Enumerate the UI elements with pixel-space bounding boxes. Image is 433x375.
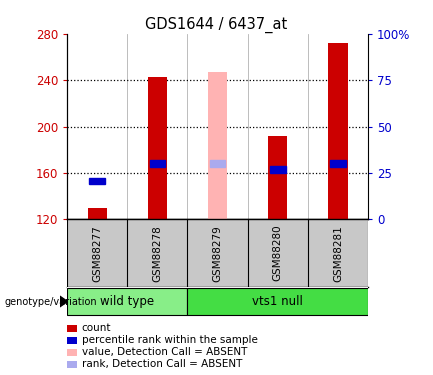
Bar bbox=[87, 208, 107, 219]
Text: percentile rank within the sample: percentile rank within the sample bbox=[82, 335, 258, 345]
Polygon shape bbox=[60, 296, 68, 307]
Text: GSM88279: GSM88279 bbox=[213, 225, 223, 282]
Text: genotype/variation: genotype/variation bbox=[4, 297, 97, 307]
Text: GDS1644 / 6437_at: GDS1644 / 6437_at bbox=[145, 17, 288, 33]
Text: GSM88281: GSM88281 bbox=[333, 225, 343, 282]
FancyBboxPatch shape bbox=[67, 288, 187, 315]
Bar bbox=[268, 136, 288, 219]
Text: value, Detection Call = ABSENT: value, Detection Call = ABSENT bbox=[82, 347, 247, 357]
Text: vts1 null: vts1 null bbox=[252, 295, 303, 308]
Bar bbox=[330, 160, 346, 167]
Bar bbox=[328, 43, 348, 219]
Text: wild type: wild type bbox=[100, 295, 155, 308]
Text: GSM88278: GSM88278 bbox=[152, 225, 162, 282]
Bar bbox=[208, 72, 227, 219]
Bar bbox=[210, 160, 226, 167]
FancyBboxPatch shape bbox=[187, 288, 368, 315]
Bar bbox=[149, 160, 165, 167]
Text: rank, Detection Call = ABSENT: rank, Detection Call = ABSENT bbox=[82, 359, 242, 369]
Text: count: count bbox=[82, 323, 111, 333]
Text: GSM88277: GSM88277 bbox=[92, 225, 102, 282]
Bar bbox=[148, 76, 167, 219]
Text: GSM88280: GSM88280 bbox=[273, 225, 283, 281]
Bar bbox=[89, 178, 105, 184]
Bar bbox=[270, 166, 286, 172]
